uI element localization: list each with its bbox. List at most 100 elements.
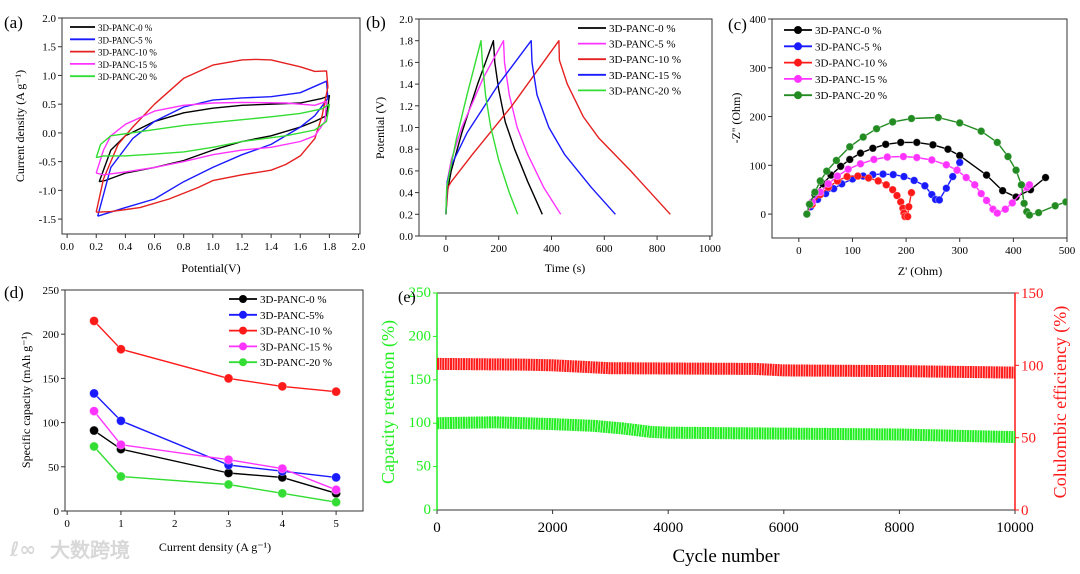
legend-item: 3D-PANC-10 % xyxy=(578,54,681,66)
y2-tick-label: 50 xyxy=(1021,431,1036,447)
legend-label: 3D-PANC-20 % xyxy=(98,72,157,82)
y-tick-label: 1.6 xyxy=(399,57,413,69)
x-tick-label: 10000 xyxy=(996,520,1034,536)
y-axis-title: Capacity retention (%) xyxy=(378,320,399,484)
data-point xyxy=(1025,180,1034,190)
legend-marker xyxy=(239,295,247,303)
x-tick-label: 6000 xyxy=(769,520,799,536)
y-tick-label: 0.6 xyxy=(399,166,413,178)
legend-label: 3D-PANC-20 % xyxy=(609,85,681,97)
data-point xyxy=(869,155,879,164)
data-point xyxy=(277,381,288,392)
data-point xyxy=(843,165,853,174)
x-tick-label: 8000 xyxy=(884,520,914,536)
y-tick-label: 200 xyxy=(750,112,767,124)
series-3d-panc-0 xyxy=(89,425,342,499)
data-point xyxy=(943,145,953,154)
y-tick-label: 0 xyxy=(54,506,60,518)
legend-item: 3D-PANC-10 % xyxy=(784,58,887,70)
legend-marker xyxy=(239,342,247,351)
data-point xyxy=(868,144,878,153)
series-3d-panc-5 xyxy=(97,80,329,217)
data-point xyxy=(927,155,937,165)
legend-marker xyxy=(239,310,247,319)
data-point xyxy=(223,479,234,490)
data-point xyxy=(845,142,854,151)
data-point xyxy=(802,209,812,219)
x-tick-label: 0 xyxy=(443,243,449,255)
series-capacity-retention xyxy=(437,416,1015,444)
x-tick-label: 2000 xyxy=(538,520,568,536)
x-tick-label: 2 xyxy=(172,518,178,530)
x-tick-label: 1.8 xyxy=(323,241,337,253)
series-3d-panc-20 xyxy=(95,103,331,159)
y-axis-title: -Z'' (Ohm) xyxy=(729,93,743,144)
x-tick-label: 0.6 xyxy=(148,241,162,253)
data-point xyxy=(845,155,854,164)
y-tick-label: 50 xyxy=(48,462,60,474)
legend-item: 3D-PANC-20 % xyxy=(784,90,887,102)
watermark: ℓ∞ 大数跨境 xyxy=(9,537,130,562)
y-tick-label: 0.5 xyxy=(42,99,56,111)
legend: 3D-PANC-0 % 3D-PANC-5 % 3D-PANC-10 % 3D-PAN… xyxy=(578,23,681,97)
plot-area xyxy=(95,58,331,217)
legend-marker xyxy=(794,26,802,34)
x-axis-title: Cycle number xyxy=(672,546,780,567)
legend-label: 3D-PANC-10 % xyxy=(260,326,332,338)
data-point xyxy=(976,126,986,136)
data-point xyxy=(874,176,883,186)
data-point xyxy=(836,162,845,171)
y-tick-label: 0.8 xyxy=(399,144,413,156)
x-tick-label: 100 xyxy=(844,245,861,257)
data-point xyxy=(970,180,979,190)
legend-item: 3D-PANC-0 % xyxy=(784,25,882,37)
data-point xyxy=(888,185,897,194)
x-tick-label: 1.4 xyxy=(264,241,278,253)
data-point xyxy=(1050,201,1060,211)
y-tick-label: 200 xyxy=(409,328,432,344)
data-point xyxy=(223,454,234,465)
x-tick-label: 2.0 xyxy=(352,241,366,253)
legend-marker xyxy=(794,91,802,100)
legend-label: 3D-PANC-0 % xyxy=(260,294,327,306)
series-3d-panc-0 xyxy=(445,40,543,215)
x-tick-label: 300 xyxy=(951,245,968,257)
y-tick-label: 0.4 xyxy=(399,188,413,200)
series-line xyxy=(93,392,337,479)
data-point xyxy=(1041,173,1050,182)
x-tick-label: 5 xyxy=(333,518,339,530)
legend-label: 3D-PANC-10 % xyxy=(815,58,887,70)
data-point xyxy=(331,472,342,483)
data-point xyxy=(942,160,951,170)
legend-label: 3D-PANC-5% xyxy=(260,310,324,322)
x-tick-label: 0.2 xyxy=(89,241,103,253)
x-axis-title: Z' (Ohm) xyxy=(898,264,942,278)
legend-marker xyxy=(794,42,802,51)
plot-frame xyxy=(436,292,1016,511)
y-tick-label: 300 xyxy=(750,63,767,75)
y-tick-label: 150 xyxy=(43,373,60,385)
data-point xyxy=(1003,152,1013,161)
legend-label: 3D-PANC-20 % xyxy=(815,90,887,102)
legend-item: 3D-PANC-10 % xyxy=(70,48,157,58)
series-3d-panc-5 xyxy=(89,388,342,483)
legend-label: 3D-PANC-5 % xyxy=(609,39,676,51)
y-tick-label: 150 xyxy=(409,372,432,388)
y-tick-label: 400 xyxy=(750,14,767,26)
legend-marker xyxy=(794,58,802,67)
data-point xyxy=(912,138,922,147)
y-tick-label: 1.0 xyxy=(42,70,56,82)
y-tick-label: 250 xyxy=(409,285,432,301)
panel-label: (e) xyxy=(398,289,416,306)
data-point xyxy=(982,196,991,205)
series-line xyxy=(445,40,519,215)
legend-label: 3D-PANC-5 % xyxy=(98,35,153,45)
data-point xyxy=(883,152,892,162)
data-point xyxy=(955,158,964,167)
legend-marker xyxy=(794,74,802,83)
data-point xyxy=(805,200,814,209)
series-line xyxy=(95,58,329,213)
plot-frame xyxy=(771,18,1068,239)
x-tick-label: 600 xyxy=(596,243,613,255)
